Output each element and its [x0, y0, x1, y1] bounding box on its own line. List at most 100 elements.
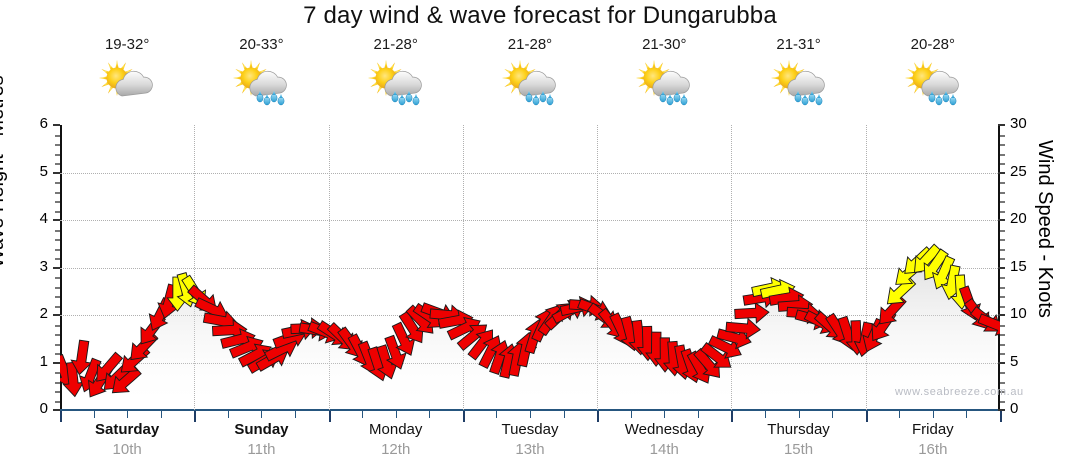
day-name: Thursday [767, 421, 830, 438]
gridline-3 [60, 267, 1000, 269]
y-minor-tick-left [55, 182, 60, 184]
y-minor-tick-left [55, 372, 60, 374]
day-separator-2 [328, 125, 330, 410]
y-minor-tick-left [55, 210, 60, 213]
weather-icon-wrapper [767, 58, 831, 112]
y-tick-right-0 [998, 409, 1005, 411]
x-tick-minor [765, 411, 766, 418]
x-tick-minor [832, 411, 834, 418]
day-name: Wednesday [624, 421, 704, 438]
y-label-right-3: 15 [1010, 257, 1027, 275]
y-label-left-1: 1 [39, 352, 48, 370]
temperature-range: 20-33° [239, 36, 284, 53]
day-name: Monday [369, 421, 423, 438]
day-date: 16th [918, 441, 948, 458]
y-minor-tick-left [55, 191, 60, 194]
y-minor-tick-left [55, 296, 60, 298]
y-minor-tick-left [55, 391, 60, 393]
y-tick-left-6 [53, 124, 60, 126]
y-tick-left-5 [53, 171, 60, 174]
y-minor-tick-right [1000, 258, 1005, 260]
temperature-range: 21-28° [373, 36, 418, 53]
y-tick-right-1 [998, 361, 1005, 364]
day-date: 12th [381, 441, 411, 458]
y-minor-tick-right [1000, 296, 1005, 298]
day-label-tuesday: Tuesday 13th [463, 420, 597, 470]
y-label-left-0: 0 [39, 400, 48, 417]
x-tick-minor [563, 411, 565, 418]
y-minor-tick-left [55, 229, 60, 232]
day-header-strip: 19-32° 20-33° 21-28° 21-28° 21-30° 21-31° 20-2… [60, 34, 1000, 122]
x-tick-minor [429, 411, 431, 418]
y-label-left-4: 4 [39, 210, 48, 227]
day-name: Sunday [234, 421, 289, 438]
y-tick-right-2 [998, 314, 1005, 316]
x-tick-day [865, 411, 868, 422]
x-tick-minor [899, 411, 901, 418]
gridline-5 [60, 172, 1000, 174]
sun-cloud-rain-icon [501, 60, 556, 106]
x-tick-minor [93, 411, 95, 418]
y-tick-left-2 [53, 314, 60, 316]
y-tick-right-3 [998, 266, 1005, 269]
day-separator-4 [597, 125, 599, 410]
y-tick-right-5 [998, 171, 1005, 174]
y-label-left-6: 6 [39, 115, 48, 132]
y-minor-tick-right [1000, 372, 1005, 374]
y-minor-tick-left [55, 381, 60, 384]
y-minor-tick-right [1000, 400, 1005, 403]
x-tick-minor [127, 411, 129, 418]
sun-cloud-rain-icon [636, 60, 691, 106]
y-label-right-5: 25 [1010, 162, 1027, 180]
x-tick-minor [362, 411, 364, 418]
day-date: 15th [783, 441, 814, 458]
y-minor-tick-left [55, 286, 60, 289]
day-separator-5 [731, 125, 733, 410]
y-label-right-6: 30 [1010, 115, 1027, 132]
y-minor-tick-right [1000, 201, 1005, 203]
x-tick-minor [664, 411, 666, 418]
x-tick-minor [530, 411, 531, 418]
x-tick-minor [160, 411, 162, 418]
y-label-left-2: 2 [39, 305, 48, 322]
temperature-range: 21-31° [776, 36, 821, 53]
y-minor-tick-right [1000, 334, 1005, 336]
day-label-wednesday: Wednesday 14th [597, 420, 731, 470]
x-tick-minor [630, 411, 632, 418]
y-minor-tick-left [55, 153, 60, 156]
y-minor-tick-right [1000, 153, 1005, 156]
x-tick-day [194, 411, 197, 422]
y-minor-tick-right [1000, 305, 1005, 308]
day-header-tuesday: 21-28° [463, 34, 597, 122]
x-axis-line [60, 409, 1000, 411]
sun-cloud-rain-icon [233, 60, 288, 106]
temperature-range: 19-32° [104, 36, 150, 53]
x-tick-day [328, 411, 331, 422]
y-label-right-2: 10 [1010, 305, 1027, 322]
x-tick-minor [261, 411, 263, 418]
weather-icon-wrapper [632, 58, 696, 112]
y-minor-tick-left [55, 239, 60, 241]
y-minor-tick-right [1000, 277, 1005, 279]
temperature-range: 21-28° [507, 36, 553, 53]
y-minor-tick-left [55, 258, 60, 260]
day-label-sunday: Sunday 11th [194, 420, 328, 470]
y-label-left-5: 5 [39, 162, 48, 180]
sun-cloud-rain-icon [904, 60, 959, 106]
y-minor-tick-right [1000, 324, 1005, 327]
day-separator-1 [194, 125, 196, 410]
wind-arrow [384, 334, 407, 370]
x-tick-minor [966, 411, 968, 418]
y-minor-tick-left [55, 343, 60, 346]
day-separator-3 [462, 125, 464, 410]
day-date: 14th [649, 441, 679, 458]
y-minor-tick-right [1000, 286, 1005, 289]
y-minor-tick-right [1000, 191, 1005, 194]
day-name: Saturday [95, 421, 160, 438]
day-header-monday: 21-28° [329, 34, 463, 122]
y-label-right-1: 5 [1010, 352, 1019, 370]
y-minor-tick-left [55, 144, 60, 146]
day-header-friday: 20-28° [866, 34, 1000, 122]
y-label-left-3: 3 [39, 257, 48, 275]
y-minor-tick-right [1000, 248, 1005, 251]
